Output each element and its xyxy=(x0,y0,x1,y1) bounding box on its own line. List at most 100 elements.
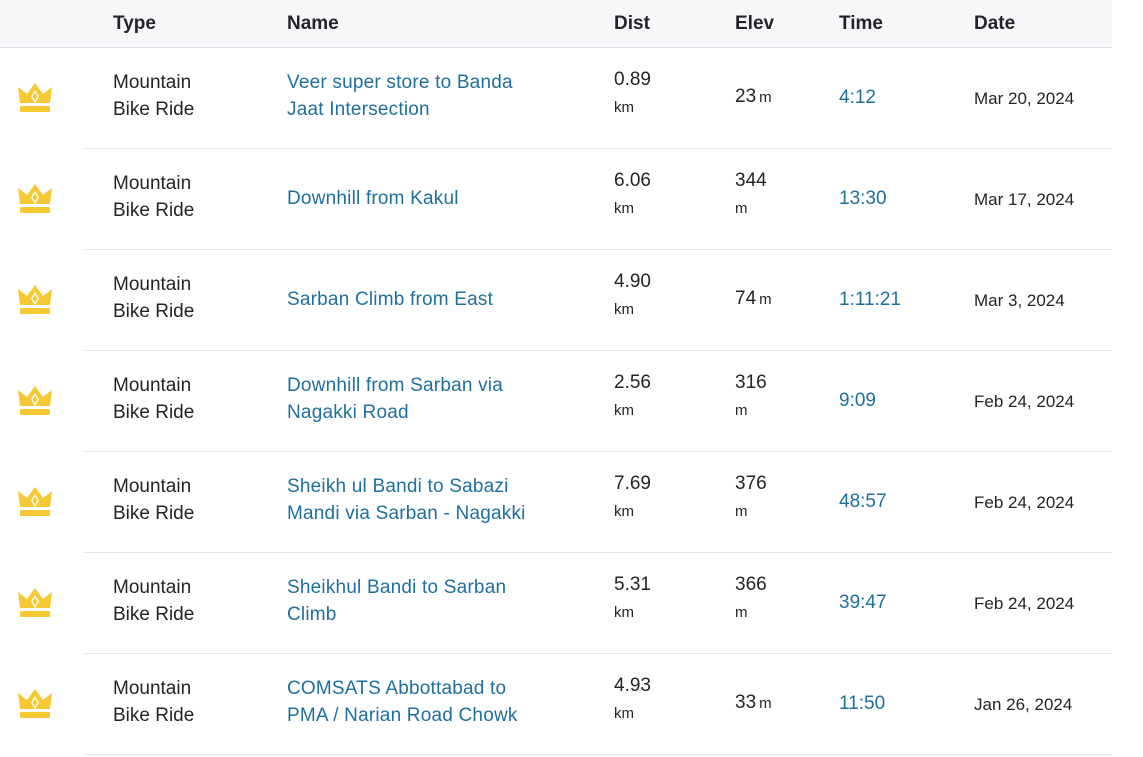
activity-type: Mountain Bike Ride xyxy=(113,372,273,426)
distance-unit: km xyxy=(614,99,634,116)
column-header-time[interactable]: Time xyxy=(839,13,884,34)
row-divider xyxy=(84,249,1112,250)
table-row: Mountain Bike Ride Sarban Climb from Eas… xyxy=(0,250,1112,351)
segment-name-line2: Mandi via Sarban - Nagakki xyxy=(287,503,526,524)
distance-unit: km xyxy=(614,604,634,621)
elevation-unit: m xyxy=(735,503,748,520)
elevation-unit: m xyxy=(759,695,772,712)
segment-name-line1: Sarban Climb from East xyxy=(287,289,494,310)
activity-type-line1: Mountain xyxy=(113,476,192,497)
crown-icon xyxy=(18,83,52,112)
time-link[interactable]: 48:57 xyxy=(839,491,887,512)
distance: 4.93 km xyxy=(614,673,694,729)
time-link[interactable]: 4:12 xyxy=(839,87,876,108)
time-link[interactable]: 13:30 xyxy=(839,188,887,209)
activity-type-line1: Mountain xyxy=(113,375,192,396)
row-divider xyxy=(84,350,1112,351)
segment-name-link[interactable]: Veer super store to Banda Jaat Intersect… xyxy=(287,69,587,123)
column-header-type[interactable]: Type xyxy=(113,13,156,34)
table-row: Mountain Bike Ride Downhill from Sarban … xyxy=(0,351,1112,452)
time-link[interactable]: 9:09 xyxy=(839,390,876,411)
date: Feb 24, 2024 xyxy=(974,392,1075,411)
time-link[interactable]: 11:50 xyxy=(839,693,886,714)
segment-name-link[interactable]: Sheikh ul Bandi to Sabazi Mandi via Sarb… xyxy=(287,473,587,527)
segment-name-line1: Downhill from Kakul xyxy=(287,188,459,209)
date: Feb 24, 2024 xyxy=(974,594,1075,613)
segment-name-line1: Veer super store to Banda xyxy=(287,72,513,93)
activity-type: Mountain Bike Ride xyxy=(113,170,273,224)
segment-name-line2: Nagakki Road xyxy=(287,402,409,423)
activity-type-line1: Mountain xyxy=(113,274,192,295)
row-divider xyxy=(84,754,1112,755)
column-header-name[interactable]: Name xyxy=(287,13,339,34)
segment-name-line2: PMA / Narian Road Chowk xyxy=(287,705,518,726)
elevation: 33 m xyxy=(735,689,825,717)
row-divider xyxy=(84,653,1112,654)
row-divider xyxy=(84,552,1112,553)
distance: 6.06 km xyxy=(614,168,694,224)
column-header-elev[interactable]: Elev xyxy=(735,13,775,34)
crown-icon xyxy=(18,689,52,718)
elevation-unit: m xyxy=(759,291,772,308)
elevation-value: 316 xyxy=(735,372,767,393)
distance-value: 4.90 xyxy=(614,271,651,292)
segment-name-link[interactable]: Downhill from Kakul xyxy=(287,185,587,212)
column-header-date[interactable]: Date xyxy=(974,13,1016,34)
distance-value: 4.93 xyxy=(614,675,651,696)
distance: 5.31 km xyxy=(614,572,694,628)
distance-value: 5.31 xyxy=(614,574,651,595)
segment-name-line1: COMSATS Abbottabad to xyxy=(287,678,507,699)
activity-type-line1: Mountain xyxy=(113,577,192,598)
date: Feb 24, 2024 xyxy=(974,493,1075,512)
segment-name-line2: Climb xyxy=(287,604,337,625)
elevation: 23 m xyxy=(735,83,825,111)
time-link[interactable]: 39:47 xyxy=(839,592,887,613)
activity-type-line2: Bike Ride xyxy=(113,301,195,322)
table-row: Mountain Bike Ride Downhill from Kakul 6… xyxy=(0,149,1112,250)
activity-type-line2: Bike Ride xyxy=(113,604,195,625)
table-row: Mountain Bike Ride Veer super store to B… xyxy=(0,48,1112,149)
elevation: 344 m xyxy=(735,168,825,224)
activity-type-line2: Bike Ride xyxy=(113,402,195,423)
row-divider xyxy=(84,148,1112,149)
activity-type: Mountain Bike Ride xyxy=(113,675,273,729)
elevation-unit: m xyxy=(735,200,748,217)
crown-icon xyxy=(18,184,52,213)
elevation-unit: m xyxy=(735,402,748,419)
activity-type: Mountain Bike Ride xyxy=(113,473,273,527)
activity-type-line2: Bike Ride xyxy=(113,200,195,221)
time-link[interactable]: 1:11:21 xyxy=(839,289,901,310)
table-header: Type Name Dist Elev Time Date xyxy=(0,0,1112,48)
crown-icon xyxy=(18,285,52,314)
distance: 0.89 km xyxy=(614,67,694,123)
table-row: Mountain Bike Ride COMSATS Abbottabad to… xyxy=(0,654,1112,755)
crown-icon xyxy=(18,487,52,516)
distance: 4.90 km xyxy=(614,269,694,325)
distance: 7.69 km xyxy=(614,471,694,527)
segment-name-link[interactable]: Sarban Climb from East xyxy=(287,286,587,313)
elevation-value: 33 xyxy=(735,692,757,713)
activity-type-line2: Bike Ride xyxy=(113,705,195,726)
distance-value: 2.56 xyxy=(614,372,651,393)
segment-name-link[interactable]: COMSATS Abbottabad to PMA / Narian Road … xyxy=(287,675,587,729)
distance-unit: km xyxy=(614,705,634,722)
table-row: Mountain Bike Ride Sheikhul Bandi to Sar… xyxy=(0,553,1112,654)
row-divider xyxy=(84,451,1112,452)
distance-unit: km xyxy=(614,503,634,520)
column-header-dist[interactable]: Dist xyxy=(614,13,650,34)
activity-type: Mountain Bike Ride xyxy=(113,574,273,628)
segment-name-link[interactable]: Downhill from Sarban via Nagakki Road xyxy=(287,372,587,426)
segment-name-link[interactable]: Sheikhul Bandi to Sarban Climb xyxy=(287,574,587,628)
activity-type-line2: Bike Ride xyxy=(113,503,195,524)
elevation: 316 m xyxy=(735,370,825,426)
elevation-value: 74 xyxy=(735,288,757,309)
activity-type-line1: Mountain xyxy=(113,678,192,699)
distance-unit: km xyxy=(614,402,634,419)
elevation: 366 m xyxy=(735,572,825,628)
date: Mar 17, 2024 xyxy=(974,190,1075,209)
elevation-value: 376 xyxy=(735,473,767,494)
activity-type-line1: Mountain xyxy=(113,173,192,194)
distance-value: 6.06 xyxy=(614,170,651,191)
date: Mar 20, 2024 xyxy=(974,89,1075,108)
